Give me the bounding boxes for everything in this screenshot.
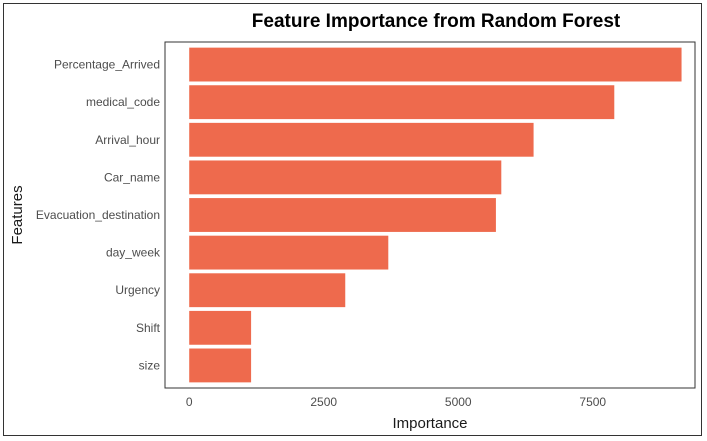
- y-tick-labels: Percentage_Arrived medical_code Arrival_ho…: [36, 58, 161, 373]
- x-tick-label: 5000: [445, 395, 472, 409]
- bar-car-name: [189, 160, 501, 194]
- bar-size: [189, 349, 251, 383]
- y-tick-label: Percentage_Arrived: [54, 58, 160, 72]
- x-axis-ticks: 0 2500 5000 7500: [186, 395, 607, 409]
- bar-shift: [189, 311, 251, 345]
- y-tick-label: Car_name: [104, 170, 160, 184]
- y-tick-label: Shift: [136, 321, 161, 335]
- bar-day-week: [189, 236, 388, 270]
- bar-evacuation-destination: [189, 198, 496, 232]
- bar-urgency: [189, 273, 345, 307]
- y-tick-label: size: [139, 358, 161, 372]
- y-tick-label: Urgency: [115, 283, 160, 297]
- y-tick-label: medical_code: [86, 95, 160, 109]
- bar-group: [189, 48, 681, 383]
- y-tick-label: day_week: [106, 246, 161, 260]
- chart-title: Feature Importance from Random Forest: [252, 11, 621, 32]
- bar-medical-code: [189, 85, 614, 119]
- y-tick-label: Evacuation_destination: [36, 208, 160, 222]
- y-tick-label: Arrival_hour: [95, 133, 160, 147]
- x-tick-label: 2500: [310, 395, 337, 409]
- x-axis-title: Importance: [392, 415, 467, 432]
- x-tick-label: 0: [186, 395, 193, 409]
- bar-arrival-hour: [189, 123, 533, 157]
- bar-percentage-arrived: [189, 48, 681, 82]
- x-tick-label: 7500: [579, 395, 606, 409]
- y-axis-title: Features: [9, 185, 26, 244]
